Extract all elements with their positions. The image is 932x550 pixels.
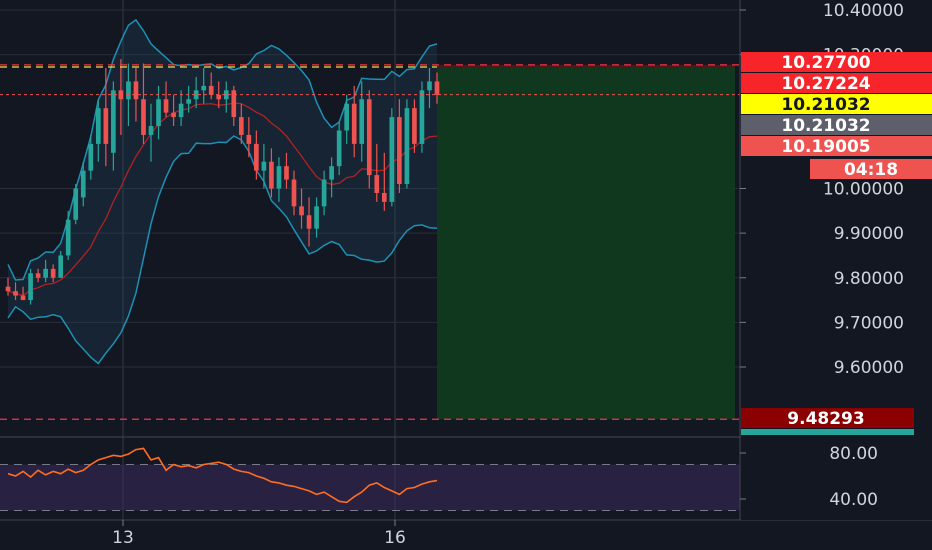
price-tag-label: 9.48293 (787, 409, 864, 429)
candle-body (163, 99, 169, 113)
candle-body (306, 215, 312, 229)
candle-body (50, 268, 56, 278)
price-tick-label: 10.00000 (823, 180, 904, 200)
rsi-axis[interactable]: 80.00 40.00 (740, 444, 878, 510)
candle-body (111, 90, 116, 153)
rsi-tick-label: 80.00 (829, 444, 878, 464)
candle-body (20, 295, 26, 301)
stop-loss-zone (437, 64, 735, 68)
time-tick-label: 16 (384, 528, 406, 548)
price-tick-label: 9.70000 (834, 313, 904, 333)
price-level-lines (0, 64, 740, 420)
price-tag-label: 10.21032 (781, 116, 870, 136)
candle-body (186, 99, 191, 104)
candle-body (193, 90, 199, 100)
candle-body (171, 112, 176, 118)
candle-body (95, 108, 101, 144)
price-tick-label: 9.80000 (834, 269, 904, 289)
price-tick-label: 10.40000 (823, 1, 904, 21)
candle-body (216, 94, 222, 100)
candle-body (269, 161, 274, 189)
candle-body (254, 143, 259, 171)
candle-body (126, 81, 131, 100)
candle-body (80, 170, 86, 198)
price-tick-label: 9.90000 (834, 224, 904, 244)
candle-body (103, 108, 109, 144)
candle-body (58, 255, 64, 278)
price-tags: 10.2770010.2722410.2103210.2103210.19005… (741, 52, 932, 435)
price-tag-box (741, 52, 932, 72)
price-tag-box (741, 408, 914, 428)
candle-body (397, 117, 402, 185)
candle-body (28, 273, 33, 301)
candle-body (389, 117, 395, 202)
price-tag-box (741, 115, 932, 135)
candle-body (35, 273, 41, 278)
rsi-tick-label: 40.00 (829, 490, 878, 510)
candle-body (73, 188, 79, 220)
candle-body (351, 103, 357, 144)
candle-body (434, 81, 440, 95)
candle-body (141, 99, 146, 135)
candle-body (366, 99, 372, 176)
price-tag-box (741, 73, 932, 93)
bollinger-basis (7, 102, 438, 297)
candle-body (359, 99, 365, 144)
take-profit-zone (437, 67, 735, 420)
candle-body (156, 99, 161, 127)
candle-body (381, 192, 387, 202)
candle-body (65, 219, 71, 256)
rsi-line (7, 447, 438, 504)
price-tag-box (741, 136, 932, 156)
candle-body (246, 134, 252, 144)
rsi-panel (0, 447, 740, 511)
time-axis[interactable]: 13 16 (112, 520, 406, 548)
candle-body (88, 143, 94, 171)
price-tag-label: 10.27700 (781, 53, 870, 73)
candle-body (404, 108, 410, 185)
price-tag-box (810, 159, 932, 179)
candle-body (314, 206, 319, 229)
candle-body (13, 291, 18, 296)
candle-body (43, 268, 48, 278)
candle-body (276, 166, 282, 189)
candle-body (261, 161, 267, 171)
candle-body (291, 179, 297, 207)
price-tag-green-strip (741, 429, 914, 435)
candle-body (299, 206, 304, 216)
candle-body (336, 130, 342, 167)
candle-body (329, 166, 334, 180)
candle-body (201, 85, 207, 91)
position-zones (437, 64, 735, 420)
time-tick-label: 13 (112, 528, 134, 548)
bollinger-lower (7, 135, 438, 365)
candle-body (321, 179, 327, 207)
price-tag-label: 10.19005 (781, 137, 870, 157)
candle-body (208, 85, 214, 95)
price-tick-label: 9.60000 (834, 358, 904, 378)
price-tag-label: 10.27224 (781, 74, 870, 94)
candle-body (231, 90, 237, 118)
candle-body (427, 81, 432, 91)
price-tag-label: 10.21032 (781, 95, 870, 115)
candle-body (374, 175, 380, 193)
price-tag-label: 04:18 (844, 160, 898, 180)
rsi-band-fill (0, 464, 740, 511)
price-tag-box (741, 94, 932, 114)
candle-body (5, 286, 11, 292)
candle-body (344, 103, 350, 131)
candle-body (133, 81, 139, 100)
candle-body (238, 117, 244, 135)
candle-body (148, 126, 154, 135)
candle-body (223, 90, 229, 100)
candle-body (178, 103, 184, 118)
candle-body (412, 108, 417, 144)
candle-body (419, 90, 425, 144)
candle-body (284, 166, 289, 180)
